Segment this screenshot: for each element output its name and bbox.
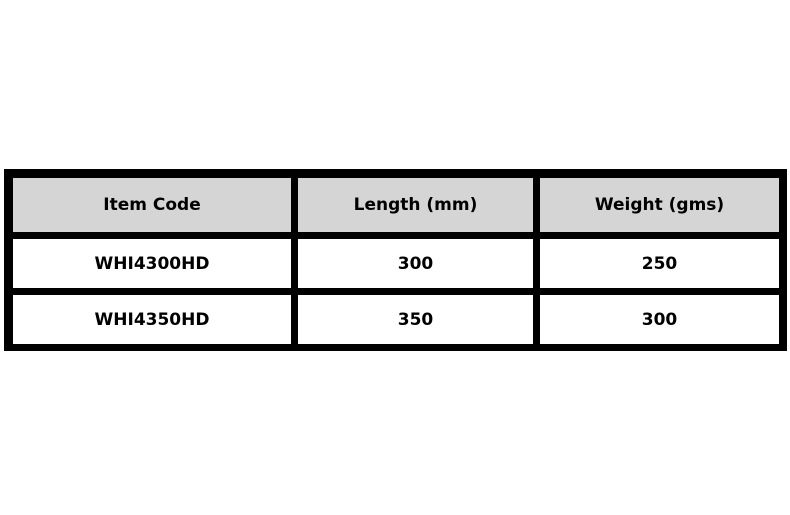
row1-length: 300	[298, 239, 533, 288]
header-item-code: Item Code	[13, 178, 291, 232]
row2-item-code: WHI4350HD	[13, 295, 291, 344]
row2-weight: 300	[540, 295, 779, 344]
row2-length: 350	[298, 295, 533, 344]
row1-weight: 250	[540, 239, 779, 288]
header-length: Length (mm)	[298, 178, 533, 232]
row1-item-code: WHI4300HD	[13, 239, 291, 288]
header-weight: Weight (gms)	[540, 178, 779, 232]
product-spec-table: Item Code Length (mm) Weight (gms) WHI43…	[4, 169, 787, 351]
